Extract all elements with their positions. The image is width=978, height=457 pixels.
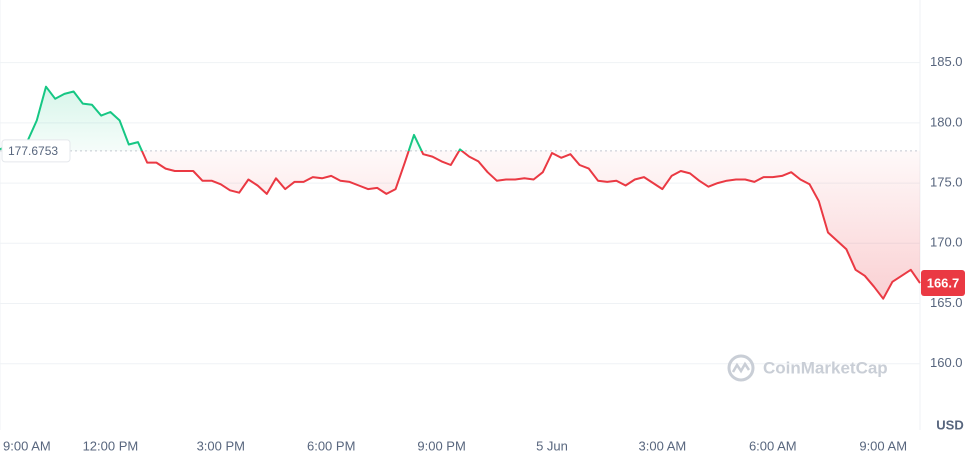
x-tick-label: 3:00 AM [639,438,687,453]
y-tick-label: 160.0 [930,355,963,370]
price-line [0,85,921,300]
y-tick-label: 180.0 [930,114,963,129]
x-tick-label: 6:00 AM [749,438,797,453]
x-tick-label: 9:00 AM [859,438,907,453]
x-tick-label: 9:00 AM [3,438,51,453]
watermark: CoinMarketCap [727,354,888,382]
x-tick-label: 5 Jun [536,438,568,453]
y-tick-label: 175.0 [930,175,963,190]
y-tick-label: 170.0 [930,235,963,250]
last-price-label: 166.7 [927,275,960,290]
watermark-text: CoinMarketCap [763,358,888,377]
baseline-label-box [1,139,71,163]
currency-label: USD [936,417,963,432]
price-area [0,86,920,299]
x-tick-label: 6:00 PM [307,438,355,453]
x-tick-label: 9:00 PM [417,438,465,453]
x-tick-label: 12:00 PM [83,438,139,453]
last-price-box [921,270,965,297]
baseline-label: 177.6753 [8,144,58,158]
y-tick-label: 185.0 [930,54,963,69]
x-tick-label: 3:00 PM [197,438,245,453]
y-tick-label: 165.0 [930,295,963,310]
